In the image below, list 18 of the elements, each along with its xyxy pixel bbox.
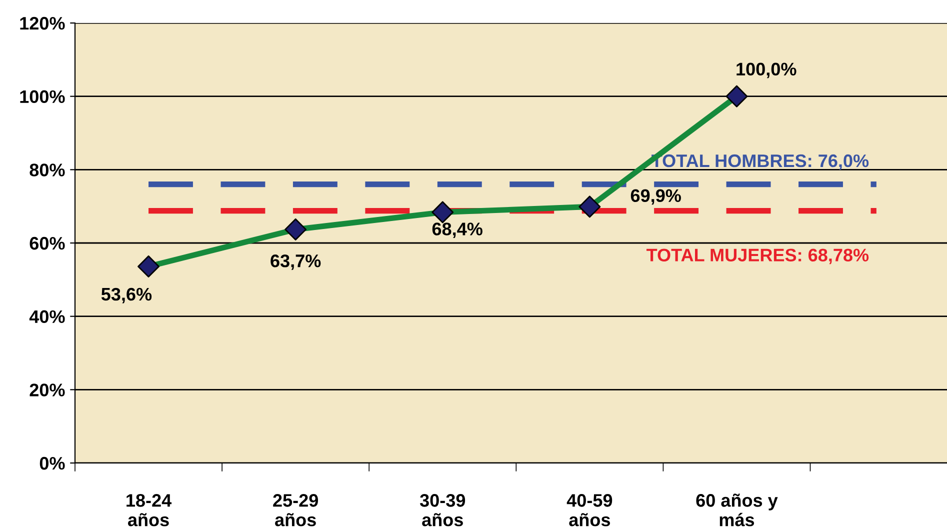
data-label: 63,7% xyxy=(270,254,321,270)
ref-line-label: TOTAL MUJERES: 68,78% xyxy=(646,248,869,264)
data-label: 68,4% xyxy=(432,222,482,238)
y-tick-label: 0% xyxy=(40,456,65,470)
y-tick-label: 100% xyxy=(20,90,65,104)
y-tick-label: 60% xyxy=(30,236,65,250)
y-tick-label: 80% xyxy=(30,164,65,176)
x-tick-label: 40-59 años xyxy=(566,494,612,526)
y-tick-label: 40% xyxy=(29,310,65,324)
x-tick-label: 25-29 años xyxy=(273,494,318,526)
data-label: 53,6% xyxy=(101,288,152,304)
x-tick-label: 18-24 años xyxy=(126,494,172,526)
y-tick-label: 20% xyxy=(30,384,65,396)
data-label: 69,9% xyxy=(630,189,681,205)
data-label: 100,0% xyxy=(736,62,796,78)
x-tick-label: 60 años y más xyxy=(696,494,778,526)
y-tick-label: 120% xyxy=(20,16,65,30)
x-tick-label: 30-39 años xyxy=(420,494,466,526)
